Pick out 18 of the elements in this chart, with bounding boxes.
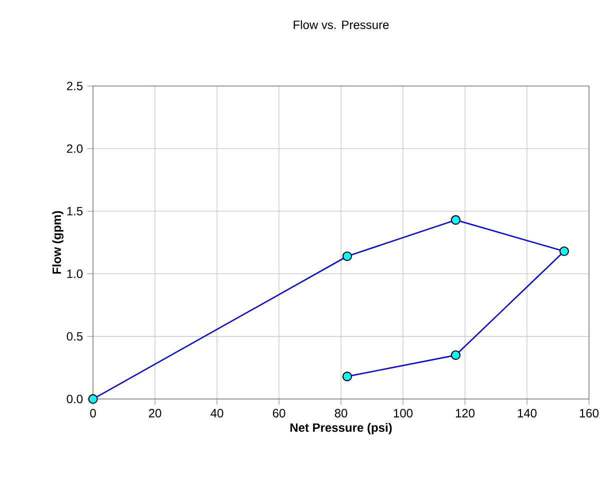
x-tick-label: 80 (334, 408, 348, 418)
x-tick-label: 60 (272, 408, 286, 418)
x-tick-label: 0 (90, 408, 96, 418)
x-tick-label: 20 (148, 408, 162, 418)
chart-title: Flow vs. Pressure (294, 20, 389, 30)
x-tick-label: 160 (580, 408, 599, 418)
y-tick-label: 0.5 (66, 332, 83, 341)
x-tick-label: 140 (518, 408, 537, 418)
y-tick-label: 2.5 (66, 82, 83, 90)
x-tick-label: 40 (210, 408, 224, 418)
y-tick-label: 0.0 (66, 394, 83, 404)
x-axis-title: Net Pressure (psi) (290, 423, 392, 434)
x-tick-label: 100 (394, 408, 413, 418)
y-tick-label: 1.0 (67, 270, 83, 278)
y-tick-label: 1.5 (67, 207, 83, 216)
y-axis-title: Flow (gpm) (52, 211, 64, 274)
y-tick-label: 2.0 (66, 144, 83, 153)
x-tick-label: 120 (456, 408, 475, 418)
